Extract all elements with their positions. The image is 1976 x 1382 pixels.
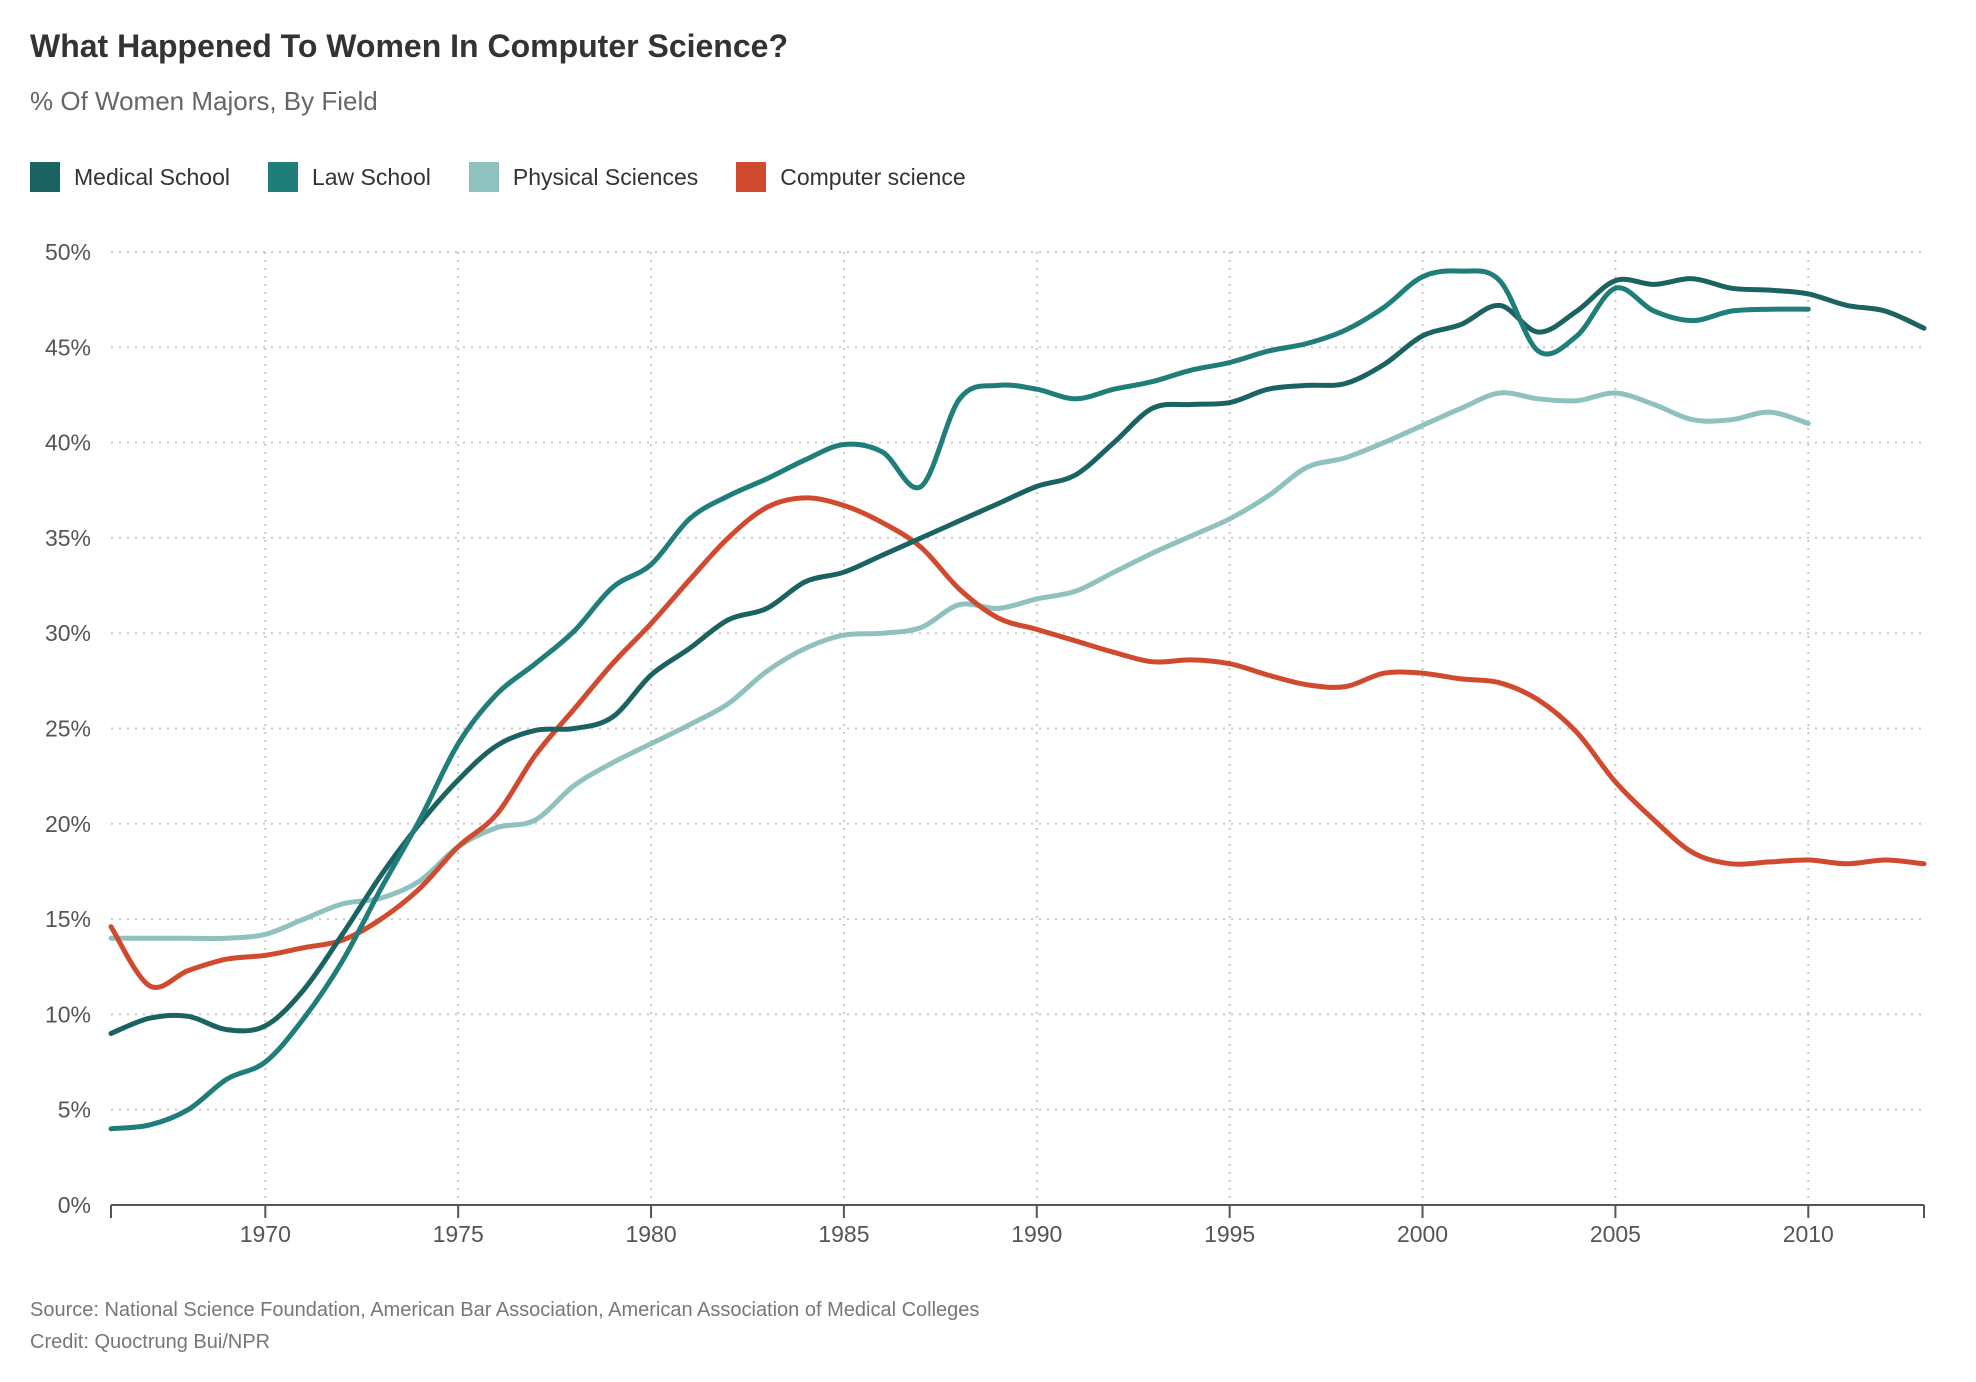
x-tick-label: 1995 (1204, 1221, 1255, 1247)
legend-swatch-medical-school (30, 162, 60, 192)
chart-subtitle: % Of Women Majors, By Field (30, 86, 378, 116)
chart-title: What Happened To Women In Computer Scien… (30, 28, 788, 64)
x-tick-label: 1985 (818, 1221, 869, 1247)
series-line-physical-sciences (108, 390, 1811, 941)
legend-item-medical-school: Medical School (30, 162, 230, 192)
legend-label: Physical Sciences (512, 163, 699, 190)
series-line-computer-science (108, 495, 1927, 990)
x-tick-label: 1990 (1011, 1221, 1062, 1247)
credit-note: Credit: Quoctrung Bui/NPR (30, 1331, 271, 1353)
y-tick-label: 30% (45, 620, 91, 646)
x-tick-label: 2005 (1590, 1221, 1641, 1247)
y-tick-label: 50% (45, 239, 91, 265)
legend-label: Medical School (74, 163, 230, 190)
y-tick-label: 10% (45, 1001, 91, 1027)
y-tick-label: 25% (45, 716, 91, 742)
y-tick-label: 45% (45, 334, 91, 360)
legend-label: Law School (311, 163, 431, 190)
x-tick-label: 2000 (1397, 1221, 1448, 1247)
x-tick-label: 1980 (625, 1221, 676, 1247)
source-note: Source: National Science Foundation, Ame… (30, 1299, 980, 1321)
series-line-law-school (108, 268, 1811, 1132)
y-tick-label: 5% (58, 1097, 91, 1123)
x-tick-label: 2010 (1783, 1221, 1834, 1247)
y-tick-label: 35% (45, 525, 91, 551)
y-tick-label: 15% (45, 906, 91, 932)
y-tick-label: 0% (58, 1192, 91, 1218)
y-tick-label: 20% (45, 811, 91, 837)
y-tick-label: 40% (45, 430, 91, 456)
x-tick-label: 1970 (240, 1221, 291, 1247)
x-tick-label: 1975 (433, 1221, 484, 1247)
legend-swatch-physical-sciences (468, 162, 499, 192)
legend-item-computer-science: Computer science (736, 162, 966, 192)
legend-swatch-law-school (267, 162, 298, 192)
legend-label: Computer science (780, 163, 966, 190)
legend-item-physical-sciences: Physical Sciences (468, 162, 699, 192)
legend: Medical School Law School Physical Scien… (30, 162, 1004, 192)
legend-swatch-computer-science (736, 162, 767, 192)
legend-item-law-school: Law School (267, 162, 431, 192)
